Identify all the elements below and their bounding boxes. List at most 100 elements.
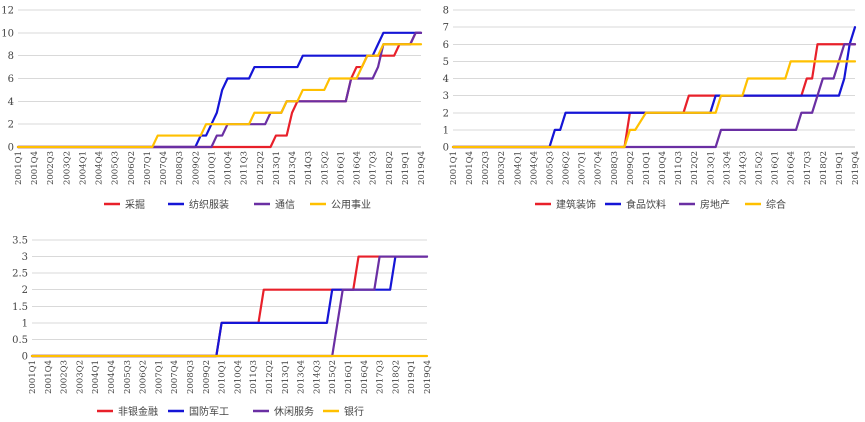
legend-label: 采掘: [125, 198, 145, 211]
x-tick-label: 2016Q1: [344, 360, 354, 394]
y-tick-label: 2.5: [12, 269, 28, 280]
series-line-4: [451, 60, 857, 149]
y-tick-label: 3: [443, 91, 449, 102]
x-tick-label: 2017Q3: [376, 360, 386, 394]
legend-label: 房地产: [700, 198, 730, 211]
chart-top-left: 0 2 4 6 8 10 12 2001Q1 2001Q4 2002Q3 2003Q2 2004Q1 2…: [1, 6, 427, 212]
x-tick-label: 2007Q4: [159, 151, 169, 185]
y-tick-label: 10: [1, 28, 14, 39]
legend-label: 休闲服务: [274, 405, 314, 418]
chart-top-right: 0 1 2 3 4 5 6 7 8 2001Q1 2001Q4 2002Q3 2003Q2 2004Q1 2…: [443, 6, 861, 212]
legend-label: 银行: [344, 405, 364, 418]
x-tick-label: 2019Q4: [417, 151, 427, 185]
x-tick-label: 2009Q2: [191, 151, 201, 185]
y-tick-label: 6: [443, 40, 449, 51]
x-tick-label: 2009Q2: [202, 360, 212, 394]
y-tick-label: 1: [22, 318, 28, 329]
y-tick-label: 0: [22, 352, 28, 363]
y-tick-label: 8: [8, 51, 14, 62]
y-tick-label: 12: [1, 6, 14, 17]
series-line-1: [16, 31, 423, 149]
x-tick-label: 2001Q1: [28, 360, 38, 394]
x-tick-label: 2001Q4: [44, 360, 54, 394]
x-tick-label: 2019Q1: [835, 151, 845, 185]
x-tick-label: 2018Q2: [391, 360, 401, 394]
y-tick-label: 2: [8, 120, 14, 131]
legend-label: 食品饮料: [626, 198, 666, 211]
series-line-4: [16, 43, 423, 149]
y-tick-label: 3.5: [12, 236, 28, 247]
y-tick-label: 4: [443, 74, 449, 85]
x-tick-label: 2017Q3: [369, 151, 379, 185]
y-tick-label: 0.5: [12, 335, 28, 346]
x-tick-label: 2013Q4: [722, 151, 732, 185]
x-tick-label: 2007Q1: [578, 151, 588, 185]
x-tick-label: 2002Q3: [481, 151, 491, 185]
x-tick-label: 2010Q1: [642, 151, 652, 185]
x-tick-label: 2004Q1: [513, 151, 523, 185]
x-tick-label: 2004Q4: [95, 151, 105, 185]
x-tick-label: 2013Q1: [706, 151, 716, 185]
y-tick-label: 6: [8, 74, 14, 85]
y-tick-label: 0: [443, 143, 449, 154]
x-tick-label: 2008Q3: [186, 360, 196, 394]
y-tick-label: 3: [22, 252, 28, 263]
x-tick-label: 2016Q1: [771, 151, 781, 185]
x-tick-label: 2006Q2: [562, 151, 572, 185]
x-tick-label: 2019Q4: [851, 151, 861, 185]
series-line-2: [30, 255, 429, 358]
x-tick-label: 2017Q3: [803, 151, 813, 185]
x-tick-label: 2015Q2: [328, 360, 338, 394]
x-tick-label: 2011Q3: [240, 151, 250, 185]
x-tick-label: 2004Q1: [78, 151, 88, 185]
x-tick-label: 2014Q3: [312, 360, 322, 394]
x-tick-label: 2010Q1: [207, 151, 217, 185]
x-tick-label: 2019Q1: [401, 151, 411, 185]
x-tick-label: 2007Q4: [170, 360, 180, 394]
x-tick-label: 2008Q3: [175, 151, 185, 185]
x-tick-label: 2012Q2: [690, 151, 700, 185]
x-tick-label: 2001Q4: [30, 151, 40, 185]
x-tick-label: 2013Q1: [281, 360, 291, 394]
x-tick-label: 2002Q3: [60, 360, 70, 394]
x-tick-label: 2004Q1: [91, 360, 101, 394]
x-tick-label: 2012Q2: [265, 360, 275, 394]
x-tick-label: 2006Q2: [139, 360, 149, 394]
x-tick-label: 2016Q4: [353, 151, 363, 185]
legend-label: 公用事业: [331, 198, 371, 211]
y-tick-label: 5: [443, 57, 449, 68]
x-tick-label: 2018Q2: [819, 151, 829, 185]
series-line-2: [16, 31, 423, 149]
x-tick-label: 2016Q1: [336, 151, 346, 185]
x-tick-label: 2013Q1: [272, 151, 282, 185]
x-tick-label: 2018Q2: [385, 151, 395, 185]
y-tick-label: 4: [8, 97, 14, 108]
y-tick-label: 0: [8, 143, 14, 154]
y-tick-label: 1: [443, 125, 449, 136]
y-tick-label: 7: [443, 23, 449, 34]
x-tick-label: 2005Q3: [123, 360, 133, 394]
x-tick-label: 2013Q4: [288, 151, 298, 185]
x-tick-label: 2010Q4: [658, 151, 668, 185]
x-tick-label: 2014Q3: [738, 151, 748, 185]
x-tick-label: 2010Q1: [218, 360, 228, 394]
legend-label: 非银金融: [118, 405, 158, 418]
x-tick-label: 2007Q1: [154, 360, 164, 394]
x-tick-label: 2001Q1: [14, 151, 24, 185]
y-tick-label: 8: [443, 6, 449, 17]
x-tick-label: 2011Q3: [249, 360, 259, 394]
x-tick-label: 2007Q4: [594, 151, 604, 185]
x-tick-label: 2015Q2: [320, 151, 330, 185]
legend-label: 通信: [275, 199, 295, 211]
x-tick-label: 2003Q2: [497, 151, 507, 185]
x-tick-label: 2016Q4: [787, 151, 797, 185]
x-tick-label: 2001Q4: [465, 151, 475, 185]
legend-label: 国防军工: [189, 405, 229, 418]
chart-bottom-left: 0 0.5 1 1.5 2 2.5 3 3.5 2001Q1 2001Q4 2002Q3 2003Q2…: [12, 236, 433, 419]
x-tick-label: 2007Q1: [143, 151, 153, 185]
x-tick-label: 2014Q3: [304, 151, 314, 185]
x-tick-label: 2019Q1: [407, 360, 417, 394]
x-tick-label: 2005Q3: [545, 151, 555, 185]
legend-label: 综合: [766, 198, 786, 211]
y-tick-label: 2: [22, 285, 28, 296]
